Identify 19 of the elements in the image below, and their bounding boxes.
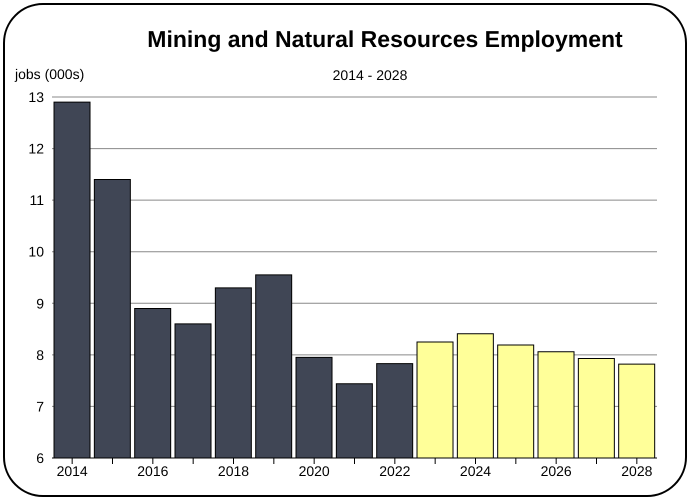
y-axis-title: jobs (000s) (15, 66, 84, 82)
y-tick-label: 13 (28, 88, 44, 105)
x-tick-label: 2024 (460, 462, 492, 479)
y-tick-label: 7 (36, 398, 44, 414)
y-tick-label: 9 (36, 295, 44, 312)
x-tick-label: 2014 (56, 462, 88, 479)
y-tick-label: 6 (36, 450, 44, 466)
y-tick-label: 12 (28, 140, 44, 157)
x-tick-label: 2026 (540, 462, 572, 479)
y-tick-label: 11 (29, 192, 44, 208)
x-tick-label: 2020 (298, 462, 330, 479)
y-tick-label: 8 (36, 346, 44, 363)
y-tick-label: 10 (28, 244, 44, 260)
x-tick-label: 2028 (621, 462, 653, 479)
x-tick-label: 2022 (379, 462, 411, 479)
chart-title: Mining and Natural Resources Employment (146, 26, 624, 53)
x-tick-label: 2018 (218, 462, 250, 479)
x-tick-label: 2016 (137, 462, 169, 479)
chart-subtitle: 2014 - 2028 (332, 67, 408, 83)
